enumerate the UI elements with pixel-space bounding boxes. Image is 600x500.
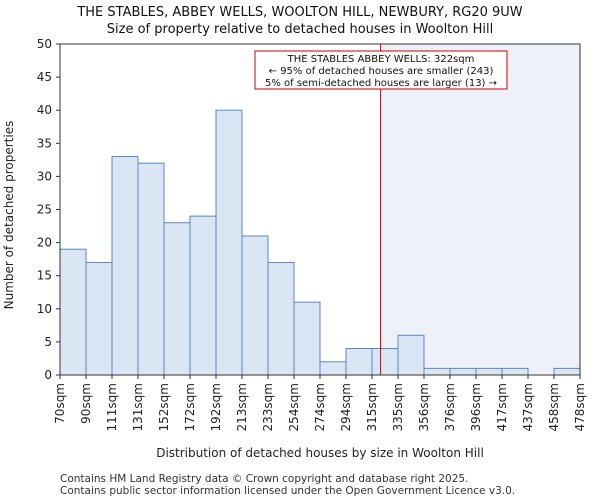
bar-335sqm: [397, 334, 425, 376]
annotation-line-1: THE STABLES ABBEY WELLS: 322sqm: [287, 54, 475, 65]
x-tick-label: 376sqm: [443, 383, 457, 431]
bar-172sqm: [189, 215, 217, 376]
x-tick-label: 396sqm: [469, 383, 483, 431]
annotation-line-3: 5% of semi-detached houses are larger (1…: [265, 78, 497, 89]
y-tick-label: 0: [44, 368, 52, 382]
y-tick-label: 5: [44, 335, 52, 349]
x-tick-label: 417sqm: [495, 383, 509, 431]
bar-70sqm: [59, 248, 87, 376]
x-tick-label: 70sqm: [53, 383, 67, 424]
x-tick-label: 213sqm: [235, 383, 249, 431]
x-tick-label: 111sqm: [105, 383, 119, 431]
y-tick-label: 40: [37, 103, 52, 117]
y-tick-label: 15: [37, 269, 52, 283]
footer-line-2: Contains public sector information licen…: [60, 485, 515, 497]
annotation-line-2: ← 95% of detached houses are smaller (24…: [269, 66, 494, 77]
larger-region-shade: [380, 44, 580, 375]
x-tick-label: 294sqm: [339, 383, 353, 431]
y-axis-label: Number of detached properties: [2, 121, 16, 310]
bar-417sqm: [501, 367, 529, 376]
bar-376sqm: [449, 367, 477, 376]
y-tick-label: 45: [37, 70, 52, 84]
bar-233sqm: [267, 261, 295, 376]
annotation-box: THE STABLES ABBEY WELLS: 322sqm ← 95% of…: [254, 50, 508, 90]
y-tick-label: 50: [37, 37, 52, 51]
bar-294sqm: [345, 348, 373, 376]
chart-subtitle: Size of property relative to detached ho…: [107, 22, 493, 37]
bar-152sqm: [163, 222, 191, 376]
y-tick-label: 25: [37, 203, 52, 217]
bar-396sqm: [475, 367, 503, 376]
y-tick-label: 10: [37, 302, 52, 316]
bar-356sqm: [423, 367, 451, 376]
x-tick-label: 233sqm: [261, 383, 275, 431]
x-tick-label: 152sqm: [157, 383, 171, 431]
bar-90sqm: [85, 261, 113, 376]
x-tick-label: 90sqm: [79, 383, 93, 424]
bar-254sqm: [293, 301, 321, 376]
y-tick-label: 35: [37, 136, 52, 150]
y-tick-label: 20: [37, 236, 52, 250]
bar-131sqm: [137, 162, 165, 376]
x-axis-label: Distribution of detached houses by size …: [156, 446, 484, 460]
bar-274sqm: [319, 361, 347, 376]
annotation-border: [254, 50, 508, 90]
y-tick-label: 30: [37, 169, 52, 183]
x-tick-label: 315sqm: [365, 383, 379, 431]
x-tick-label: 172sqm: [183, 383, 197, 431]
chart-title: THE STABLES, ABBEY WELLS, WOOLTON HILL, …: [76, 5, 522, 20]
x-tick-label: 192sqm: [209, 383, 223, 431]
x-tick-label: 356sqm: [417, 383, 431, 431]
bar-192sqm: [215, 109, 243, 376]
x-tick-label: 458sqm: [547, 383, 561, 431]
bar-111sqm: [111, 156, 139, 376]
x-tick-label: 254sqm: [287, 383, 301, 431]
bar-213sqm: [241, 235, 269, 376]
footer-line-1: Contains HM Land Registry data © Crown c…: [60, 473, 468, 485]
x-tick-label: 478sqm: [573, 383, 587, 431]
x-tick-label: 335sqm: [391, 383, 405, 431]
bar-458sqm: [553, 367, 581, 376]
x-tick-label: 274sqm: [313, 383, 327, 431]
x-tick-label: 131sqm: [131, 383, 145, 431]
bar-315sqm: [371, 348, 399, 376]
x-tick-label: 437sqm: [521, 383, 535, 431]
